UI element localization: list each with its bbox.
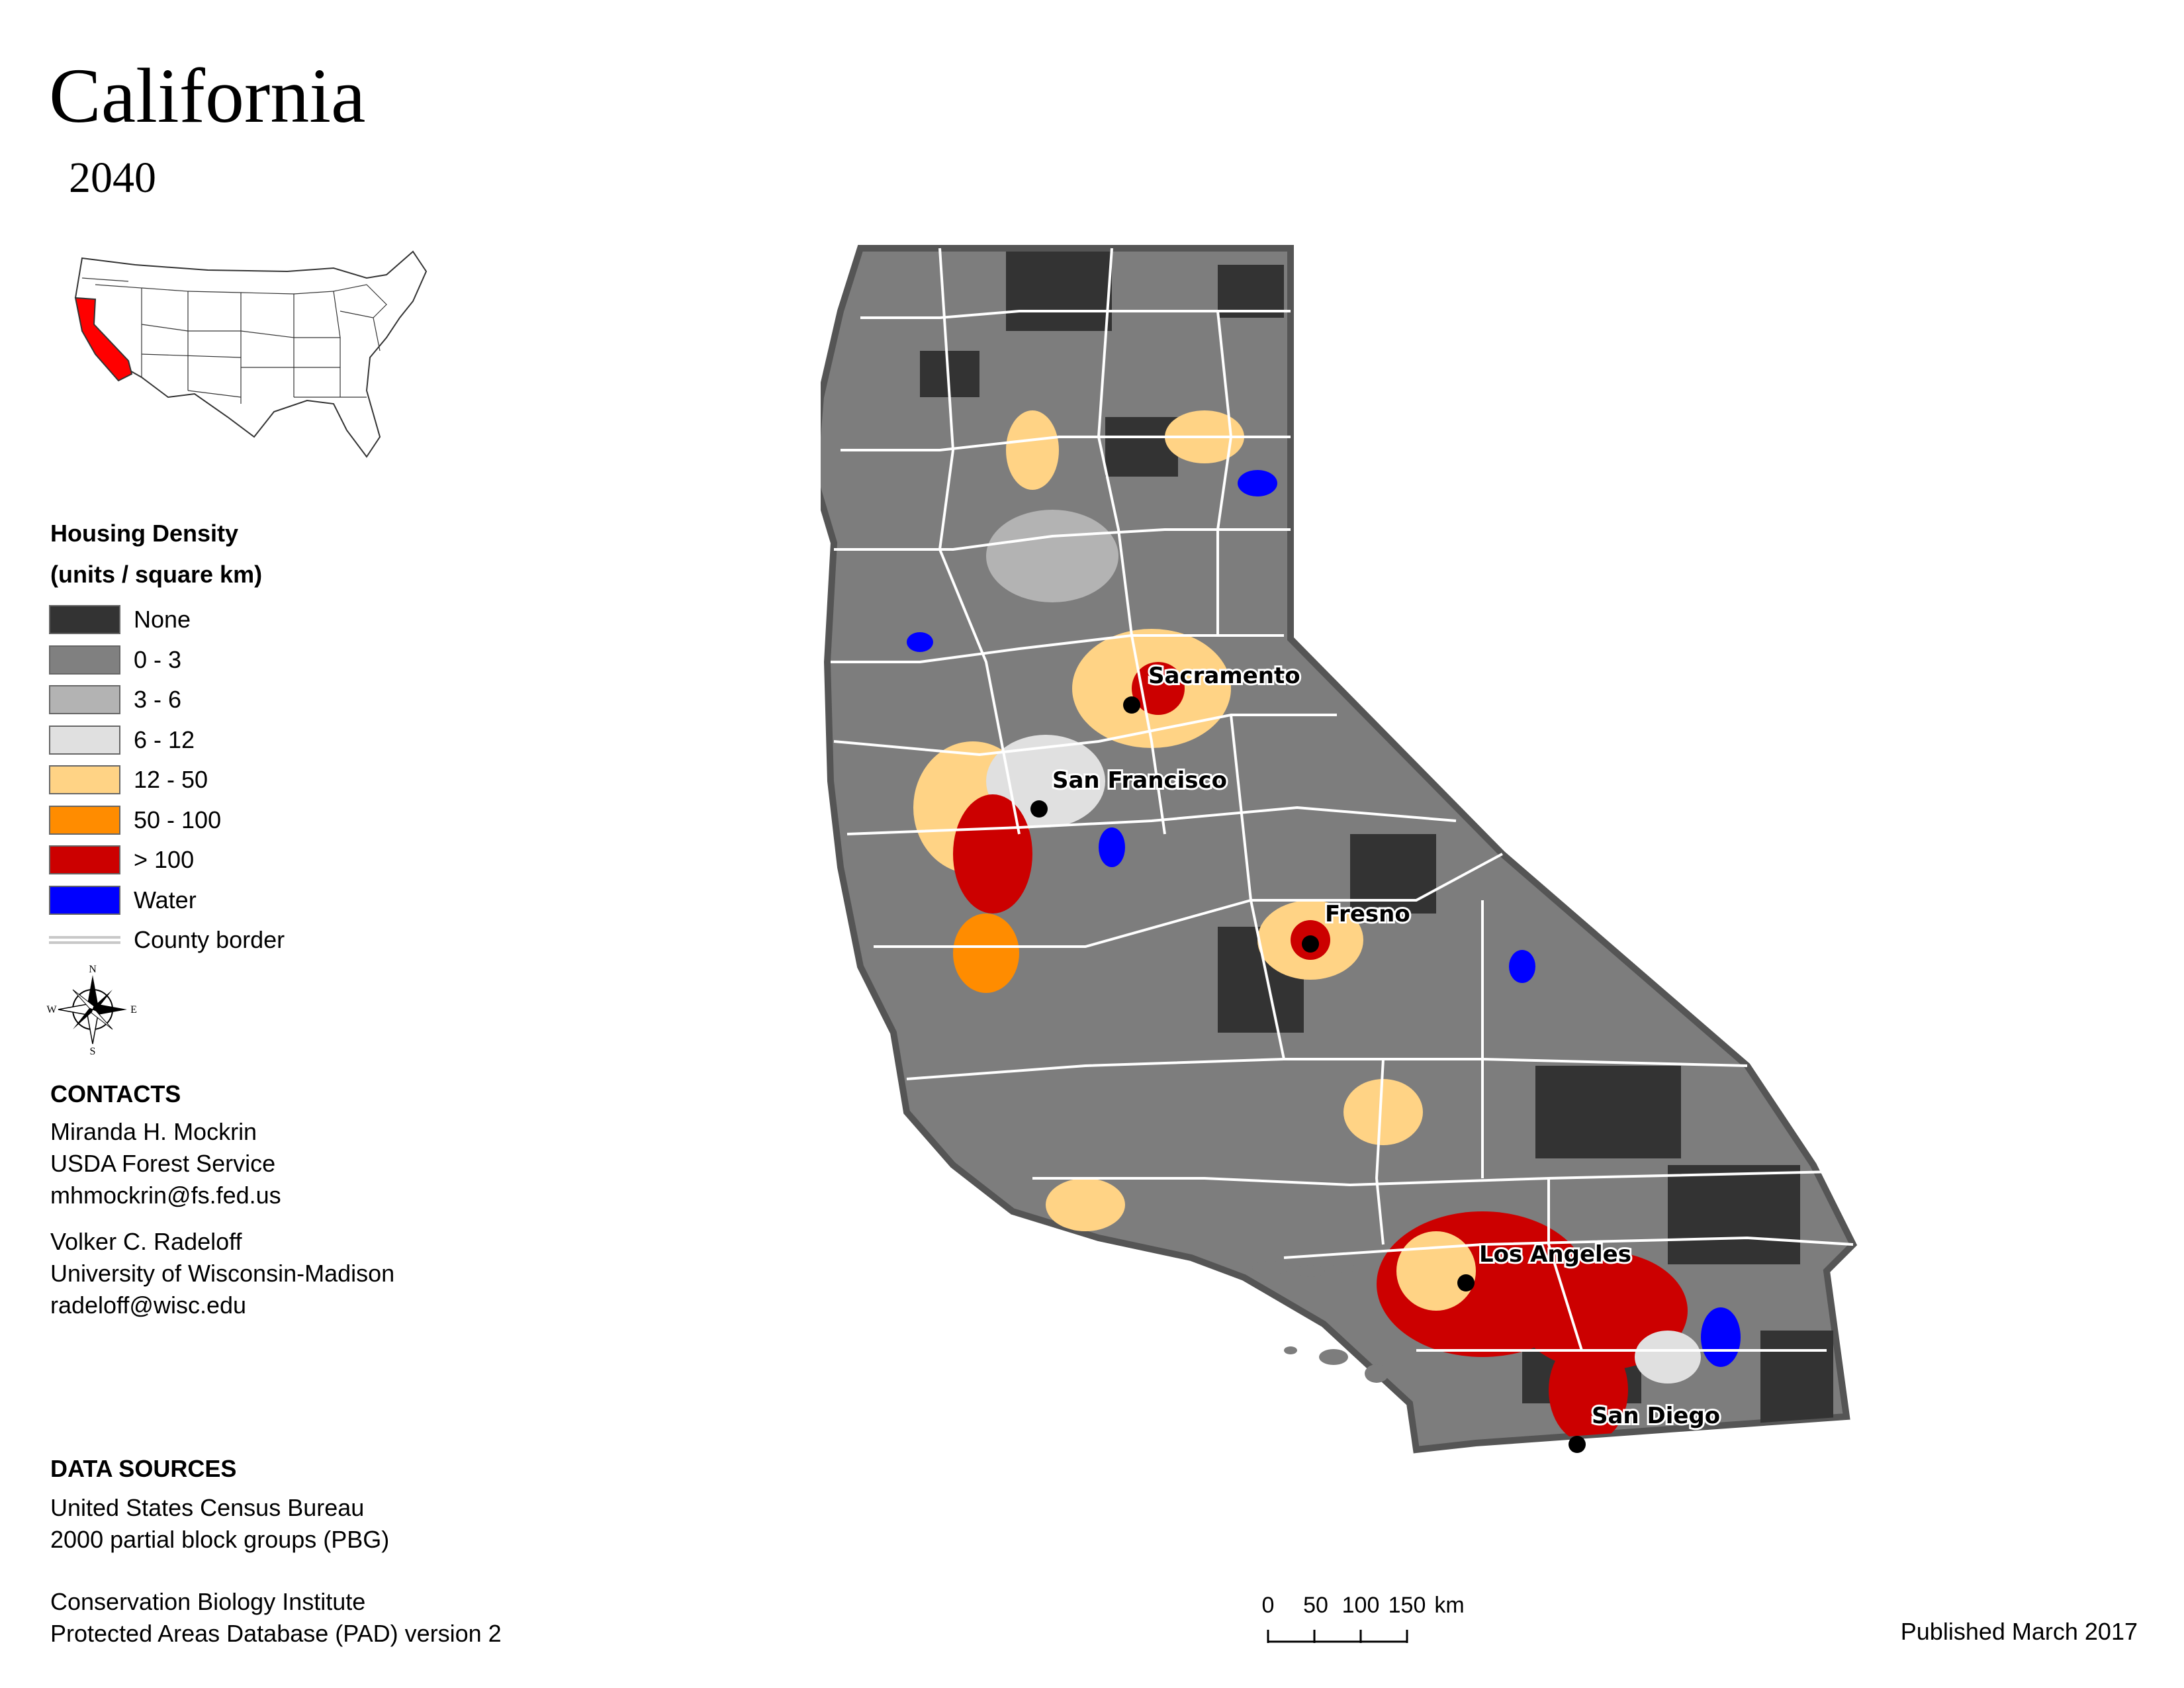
contact-name: Miranda H. Mockrin [50,1118,257,1145]
scale-bar: 0 50 100 150 km [1262,1593,1465,1643]
city-marker-los-angeles: Los Angeles [1457,1239,1633,1291]
compass-n: N [89,964,97,975]
legend-swatch [49,725,120,755]
county-border-swatch [49,936,120,944]
us-state-lines [81,277,387,404]
published-date: Published March 2017 [1900,1618,2138,1645]
contacts-heading: CONTACTS [50,1080,181,1107]
legend-label: 0 - 3 [134,645,182,673]
scale-tick-label: 100 [1342,1593,1380,1618]
map-subtitle: 2040 [69,154,156,202]
contact-org: University of Wisconsin-Madison [50,1260,395,1287]
county-borders [831,248,1854,1352]
legend-item: 3 - 6 [49,684,181,716]
legend-swatch [49,885,120,915]
city-label: Sacramento [1148,663,1300,689]
legend-swatch [49,685,120,714]
channel-islands [1252,1261,1388,1383]
california-density-map: Sacramento San Francisco Fresno Los Ange… [821,238,1906,1453]
legend-units: (units / square km) [50,561,263,588]
contact-name: Volker C. Radeloff [50,1228,242,1255]
compass-e: E [130,1004,137,1015]
city-label: San Francisco [1052,767,1227,794]
scale-tick-label: 0 [1262,1593,1275,1618]
legend-label: 12 - 50 [134,766,208,793]
compass-w: W [46,1004,57,1015]
contact-org: USDA Forest Service [50,1150,276,1177]
legend-label: County border [134,926,285,953]
legend-item: None [49,604,191,635]
scale-tick-label: 150 [1388,1593,1426,1618]
map-title: California [49,52,366,139]
us-locator-map [74,250,428,458]
legend-item: 0 - 3 [49,644,181,676]
compass-rose-icon: N S E W [46,964,137,1056]
data-source-line: United States Census Bureau [50,1494,365,1521]
contact-email[interactable]: mhmockrin@fs.fed.us [50,1182,281,1209]
legend-swatch [49,605,120,634]
data-source-line: 2000 partial block groups (PBG) [50,1526,390,1553]
city-marker-san-diego: San Diego [1569,1401,1722,1453]
legend-swatch [49,765,120,794]
legend-item: Water [49,884,197,916]
city-markers: Sacramento San Francisco Fresno Los Ange… [1030,661,1722,1453]
legend-label: None [134,606,191,633]
us-outline [74,250,428,458]
compass-s: S [90,1046,96,1056]
city-label: San Diego [1592,1403,1720,1429]
scale-unit: km [1434,1593,1464,1618]
legend-label: 3 - 6 [134,686,182,713]
legend-item: > 100 [49,844,194,876]
legend-label: 6 - 12 [134,726,195,753]
legend-swatch [49,645,120,675]
data-sources-heading: DATA SOURCES [50,1455,237,1482]
legend-item-county-border: County border [49,924,285,956]
legend-item: 12 - 50 [49,764,208,796]
legend-label: 50 - 100 [134,806,222,833]
city-label: Fresno [1325,901,1410,927]
legend-item: 6 - 12 [49,724,195,756]
city-label: Los Angeles [1479,1241,1631,1268]
contact-email[interactable]: radeloff@wisc.edu [50,1291,247,1319]
city-marker-sacramento: Sacramento [1123,661,1302,714]
data-source-line: Protected Areas Database (PAD) version 2 [50,1620,502,1647]
city-marker-fresno: Fresno [1302,899,1412,953]
legend-label: Water [134,886,197,914]
scale-tick-label: 50 [1303,1593,1328,1618]
legend-swatch [49,805,120,835]
data-source-line: Conservation Biology Institute [50,1588,366,1615]
city-marker-san-francisco: San Francisco [1030,765,1229,818]
california-highlight [74,297,133,382]
legend-swatch [49,845,120,874]
legend-label: > 100 [134,846,195,873]
legend-title: Housing Density [50,520,239,547]
legend-item: 50 - 100 [49,804,221,836]
